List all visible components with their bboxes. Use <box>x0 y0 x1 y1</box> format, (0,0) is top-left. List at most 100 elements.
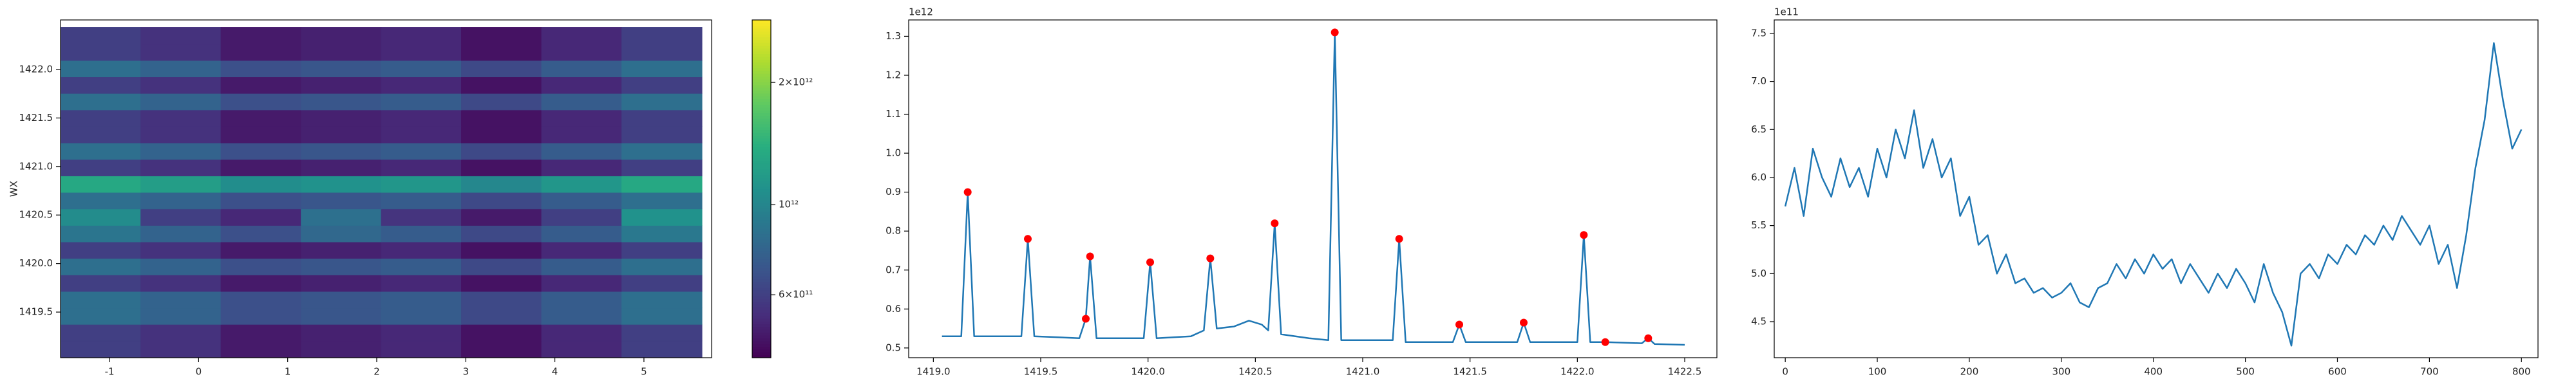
heatmap-cell <box>541 109 623 127</box>
offset-text: 1e12 <box>909 6 933 18</box>
heatmap-cell <box>621 340 703 358</box>
x-tick-label: 200 <box>1960 366 1979 378</box>
colorbar-swatch <box>752 295 771 299</box>
colorbar-swatch <box>752 82 771 86</box>
peak-marker <box>1395 235 1403 243</box>
heatmap-cell <box>220 109 302 127</box>
heatmap-cell <box>140 192 222 210</box>
colorbar-tick-label: 2×10¹² <box>779 77 813 88</box>
heatmap-cell <box>461 274 542 292</box>
y-tick-label: 7.5 <box>1751 27 1766 39</box>
heatmap-cell <box>461 27 542 44</box>
heatmap-cell <box>140 175 222 193</box>
colorbar-swatch <box>752 309 771 313</box>
colorbar-swatch <box>752 129 771 133</box>
colorbar-swatch <box>752 93 771 96</box>
colorbar-swatch <box>752 324 771 327</box>
heatmap-cell <box>541 159 623 176</box>
y-tick-label: 1420.0 <box>19 257 53 269</box>
colorbar-swatch <box>752 250 771 254</box>
x-tick-label: 1419.5 <box>1024 366 1058 378</box>
colorbar-swatch <box>752 143 771 147</box>
colorbar-swatch <box>752 169 771 172</box>
heatmap-cell <box>621 324 703 342</box>
heatmap-cell <box>621 291 703 309</box>
heatmap-cell <box>541 225 623 243</box>
colorbar-swatch <box>752 31 771 35</box>
heatmap-cell <box>301 159 382 176</box>
heatmap-cell <box>621 159 703 176</box>
colorbar-swatch <box>752 59 771 63</box>
colorbar-swatch <box>752 194 771 198</box>
heatmap-cell <box>461 125 542 143</box>
colorbar-swatch <box>752 158 771 161</box>
colorbar-swatch <box>752 124 771 127</box>
heatmap-cell <box>461 291 542 309</box>
heatmap-cell <box>301 340 382 358</box>
heatmap-cell <box>301 291 382 309</box>
colorbar-swatch <box>752 65 771 68</box>
colorbar-swatch <box>752 223 771 226</box>
colorbar-swatch <box>752 138 771 142</box>
heatmap-cell <box>61 274 142 292</box>
heatmap-cell <box>621 241 703 259</box>
heatmap-cell <box>61 208 142 226</box>
colorbar-swatch <box>752 256 771 260</box>
heatmap-cell <box>461 93 542 111</box>
heatmap-cell <box>61 258 142 275</box>
heatmap-cell <box>220 125 302 143</box>
y-tick-label: 6.0 <box>1751 171 1766 183</box>
colorbar-frame <box>752 19 772 358</box>
heatmap-cell <box>61 324 142 342</box>
heatmap-cell <box>301 274 382 292</box>
heatmap-cell <box>140 60 222 78</box>
heatmap-cell <box>61 27 142 44</box>
colorbar-swatch <box>752 101 771 105</box>
y-tick-label: 0.8 <box>886 225 901 237</box>
colorbar-swatch <box>752 270 771 274</box>
heatmap-cell <box>381 125 462 143</box>
colorbar-swatch <box>752 304 771 308</box>
heatmap-cell <box>461 225 542 243</box>
heatmap-cell <box>621 109 703 127</box>
colorbar-swatch <box>752 284 771 288</box>
colorbar-swatch <box>752 242 771 246</box>
heatmap-cell <box>301 43 382 61</box>
heatmap-cell <box>220 159 302 176</box>
x-tick-label: 1419.0 <box>916 366 951 378</box>
colorbar-tick-label: 6×10¹¹ <box>779 289 813 300</box>
colorbar-swatch <box>752 239 771 243</box>
heatmap-cell <box>541 241 623 259</box>
colorbar-swatch <box>752 349 771 353</box>
colorbar-swatch <box>752 248 771 252</box>
colorbar-swatch <box>752 203 771 207</box>
colorbar-swatch <box>752 197 771 201</box>
colorbar-swatch <box>752 344 771 347</box>
heatmap-cell <box>140 159 222 176</box>
heatmap-cell <box>61 93 142 111</box>
x-tick-label: 300 <box>2052 366 2071 378</box>
colorbar-swatch <box>752 228 771 232</box>
heatmap-cell <box>61 308 142 325</box>
colorbar-swatch <box>752 121 771 125</box>
heatmap-cell <box>140 109 222 127</box>
colorbar-swatch <box>752 335 771 338</box>
colorbar-swatch <box>752 279 771 282</box>
heatmap-cell <box>61 340 142 358</box>
line-series <box>1784 42 2523 347</box>
heatmap-cell <box>61 109 142 127</box>
axes-frame <box>1774 19 2539 358</box>
heatmap-cell <box>220 192 302 210</box>
heatmap-cell <box>61 142 142 160</box>
heatmap-cell <box>381 192 462 210</box>
colorbar-swatch <box>752 332 771 336</box>
heatmap-cell <box>301 109 382 127</box>
heatmap-cell <box>381 175 462 193</box>
colorbar-swatch <box>752 259 771 262</box>
heatmap-cell <box>220 274 302 292</box>
colorbar-swatch <box>752 307 771 311</box>
heatmap-cell <box>301 258 382 275</box>
heatmap-cell <box>621 60 703 78</box>
heatmap-cell <box>461 159 542 176</box>
line-series <box>942 32 1685 346</box>
